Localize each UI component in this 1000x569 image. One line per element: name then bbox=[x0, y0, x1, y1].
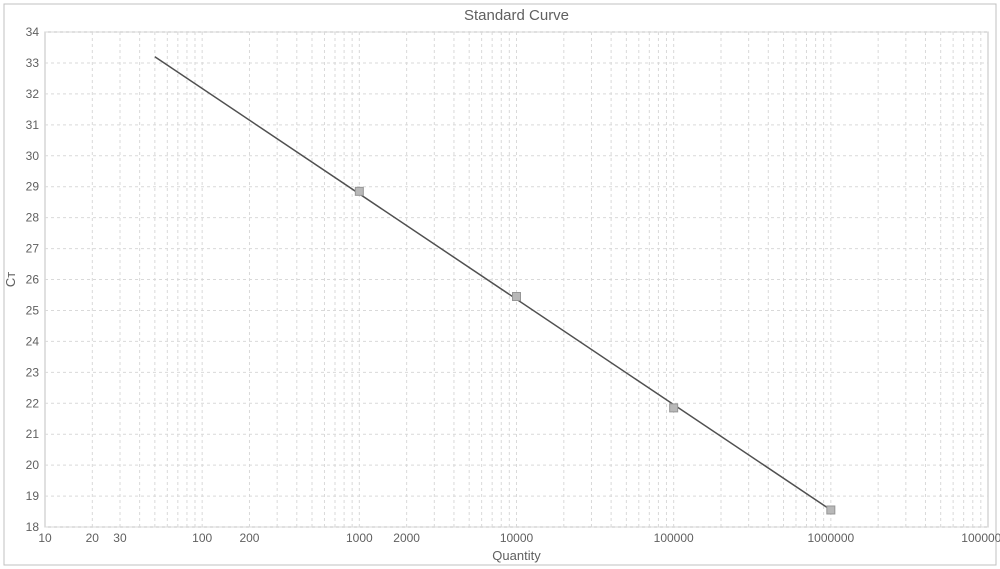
standard-curve-chart: 18 19 20 21 22 23 24 25 26 27 28 29 30 31 32 33 34 10 100 1… bbox=[0, 0, 1000, 569]
x-tick-label: 100000 bbox=[654, 531, 694, 545]
x-tick-label: 10000 bbox=[500, 531, 534, 545]
y-tick-label: 30 bbox=[26, 149, 40, 163]
y-tick-label: 21 bbox=[26, 427, 40, 441]
x-tick-label: 10000000 bbox=[961, 531, 1000, 545]
y-tick-label: 22 bbox=[26, 396, 40, 410]
data-point bbox=[827, 506, 835, 514]
x-tick-label: 30 bbox=[113, 531, 127, 545]
y-axis-label: Cт bbox=[3, 272, 18, 287]
y-tick-label: 28 bbox=[26, 211, 40, 225]
y-tick-label: 23 bbox=[26, 365, 40, 379]
x-tick-label: 100 bbox=[192, 531, 212, 545]
x-tick-label: 200 bbox=[239, 531, 259, 545]
chart-title: Standard Curve bbox=[464, 7, 569, 24]
x-axis-label: Quantity bbox=[492, 548, 541, 563]
y-tick-label: 19 bbox=[26, 489, 40, 503]
x-tick-label: 1000 bbox=[346, 531, 373, 545]
chart-container: 18 19 20 21 22 23 24 25 26 27 28 29 30 31 32 33 34 10 100 1… bbox=[0, 0, 1000, 569]
y-tick-label: 27 bbox=[26, 242, 40, 256]
y-tick-label: 18 bbox=[26, 520, 40, 534]
x-tick-label: 2000 bbox=[393, 531, 420, 545]
x-tick-label: 20 bbox=[86, 531, 100, 545]
x-tick-label: 10 bbox=[38, 531, 52, 545]
y-tick-label: 32 bbox=[26, 87, 40, 101]
y-tick-label: 20 bbox=[26, 458, 40, 472]
y-tick-label: 24 bbox=[26, 334, 40, 348]
y-tick-label: 26 bbox=[26, 273, 40, 287]
y-tick-label: 31 bbox=[26, 118, 40, 132]
y-tick-label: 29 bbox=[26, 180, 40, 194]
data-point bbox=[670, 404, 678, 412]
y-tick-label: 33 bbox=[26, 56, 40, 70]
x-tick-label: 1000000 bbox=[807, 531, 854, 545]
data-point bbox=[355, 187, 363, 195]
y-tick-label: 34 bbox=[26, 25, 40, 39]
y-tick-label: 25 bbox=[26, 303, 40, 317]
data-point bbox=[513, 293, 521, 301]
